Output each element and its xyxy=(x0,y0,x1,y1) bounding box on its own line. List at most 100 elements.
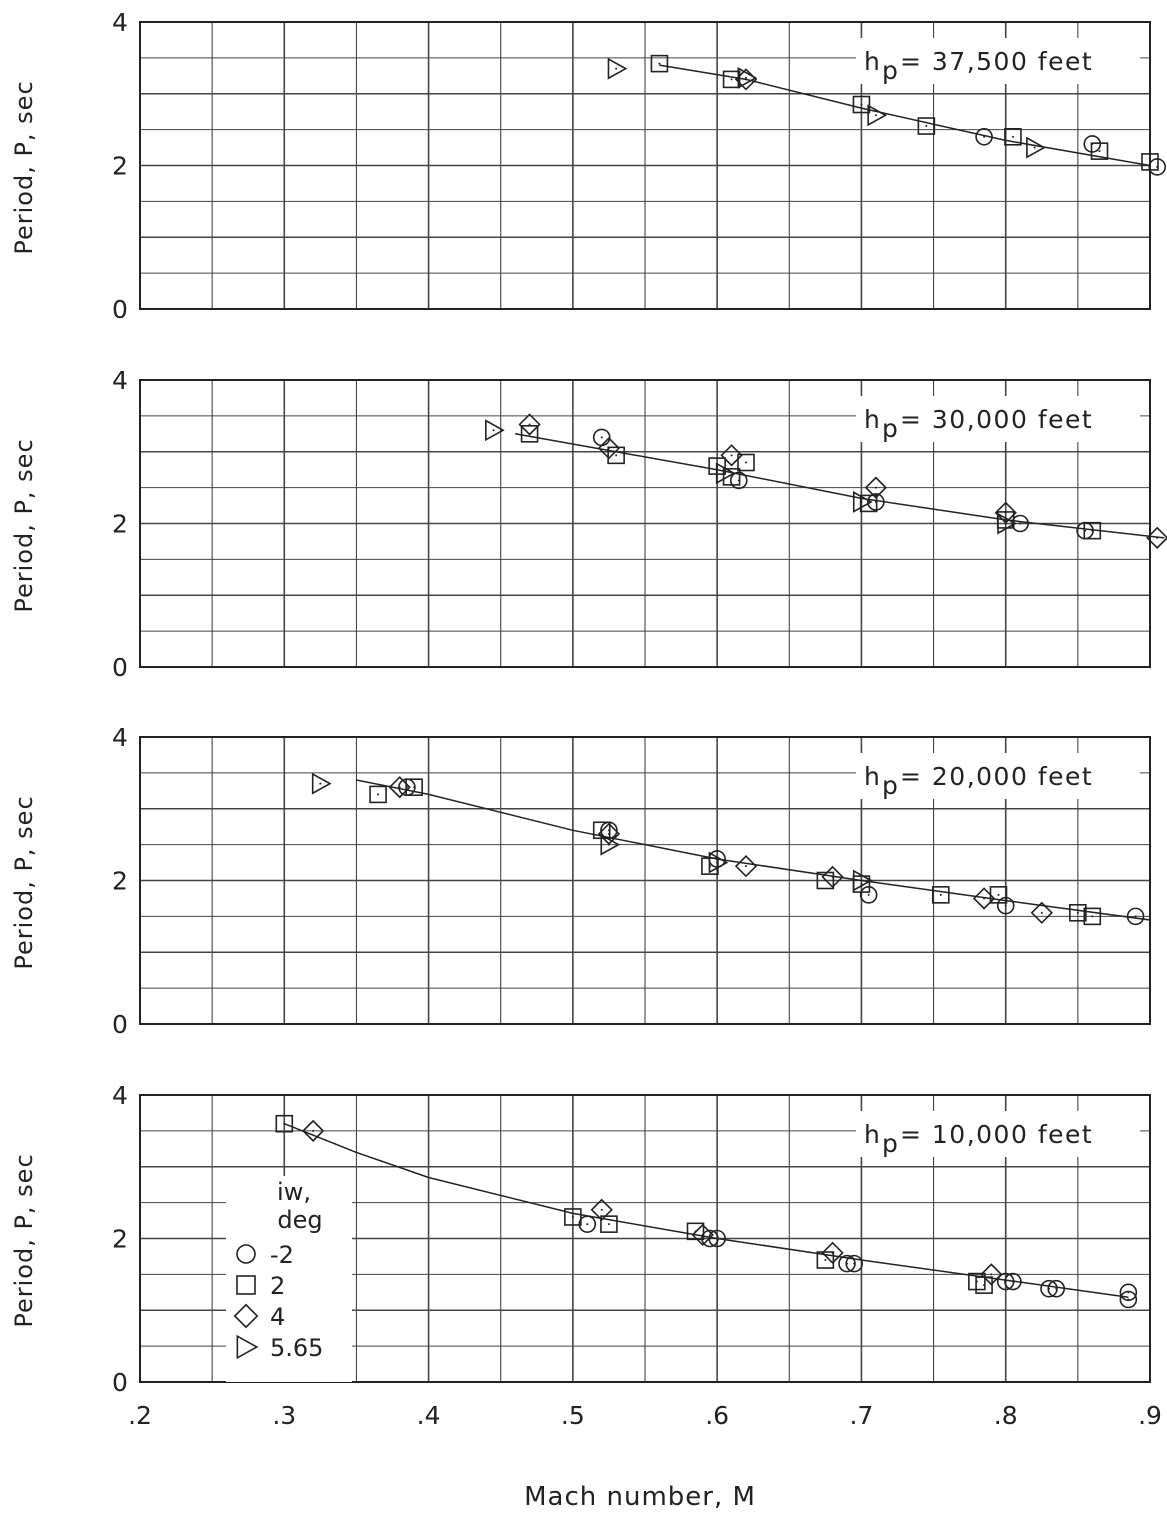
y-tick-label: 2 xyxy=(112,867,128,896)
data-point-center xyxy=(730,78,733,81)
data-point-center xyxy=(312,1129,315,1132)
data-point-center xyxy=(528,423,531,426)
data-point-triangle-right xyxy=(737,67,758,89)
data-point-circle xyxy=(996,896,1015,915)
data-point-triangle-right xyxy=(607,57,628,80)
legend-marker-square xyxy=(236,1275,256,1295)
x-tick-label: .3 xyxy=(272,1401,296,1430)
data-point-diamond xyxy=(302,1119,325,1143)
legend-label: 4 xyxy=(270,1303,285,1331)
data-point-center xyxy=(658,62,661,65)
data-point-center xyxy=(413,786,416,789)
data-point-triangle-right xyxy=(600,833,621,856)
data-point-circle xyxy=(1047,1279,1066,1298)
data-point-circle xyxy=(845,1254,864,1273)
data-point-center xyxy=(1091,529,1094,532)
data-point-center xyxy=(997,893,1000,896)
data-point-center xyxy=(867,893,870,896)
fairing-curve xyxy=(659,64,1151,167)
y-tick-label: 2 xyxy=(112,510,128,539)
data-point-square xyxy=(816,1251,835,1269)
data-point-circle xyxy=(1119,1290,1138,1309)
legend-title: deg xyxy=(277,1206,322,1234)
data-point-center xyxy=(377,793,380,796)
legend-label: 5.65 xyxy=(270,1334,323,1362)
legend-label: 2 xyxy=(270,1272,285,1300)
data-point-square xyxy=(607,446,625,465)
data-point-square xyxy=(1069,903,1087,922)
data-point-square xyxy=(917,117,936,135)
data-point-square xyxy=(600,1215,618,1233)
chart-panel: 4 2 0 Period, P, sec h p = 10,000 feet .2 .3 .4 .5… xyxy=(10,1081,1162,1430)
data-point-square xyxy=(650,54,669,73)
panel-label-subscript: p xyxy=(882,771,899,800)
data-point-center xyxy=(990,1273,993,1276)
data-point-center xyxy=(824,1259,827,1262)
data-point-center xyxy=(745,865,747,868)
data-point-square xyxy=(1090,142,1109,160)
data-point-triangle-right xyxy=(485,419,505,442)
panel-altitude-label: h p = 37,500 feet xyxy=(856,38,1140,85)
data-point-circle xyxy=(1004,1272,1022,1291)
panel-label-background xyxy=(856,396,1140,442)
data-point-center xyxy=(1040,911,1043,914)
data-point-center xyxy=(1098,150,1101,153)
data-point-center xyxy=(600,436,603,439)
panel-label-h: h xyxy=(864,405,881,434)
fairing-curve xyxy=(356,779,1151,921)
panel-label-background xyxy=(856,753,1140,799)
data-point-square xyxy=(737,453,755,472)
x-tick-label: .8 xyxy=(994,1401,1018,1430)
panel-label-h: h xyxy=(864,47,881,76)
data-point-center xyxy=(615,454,618,457)
data-point-center xyxy=(983,1284,986,1287)
data-point-center xyxy=(283,1122,286,1125)
data-point-center xyxy=(600,1208,603,1211)
data-point-center xyxy=(860,103,863,106)
data-point-center xyxy=(745,76,747,79)
panel-altitude-label: h p = 30,000 feet xyxy=(856,396,1140,443)
data-point-circle xyxy=(729,471,748,490)
y-tick-label: 0 xyxy=(112,1010,128,1039)
data-point-center xyxy=(925,125,928,128)
x-tick-label: .5 xyxy=(561,1401,585,1430)
panel-altitude-label: h p = 10,000 feet xyxy=(856,1111,1140,1158)
y-tick-label: 0 xyxy=(112,653,128,682)
data-point-center xyxy=(874,500,877,503)
data-point-center xyxy=(745,78,747,81)
data-point-center xyxy=(1076,911,1079,914)
data-point-square xyxy=(564,1208,582,1226)
data-point-center xyxy=(983,135,986,138)
legend-label: -2 xyxy=(270,1241,294,1269)
y-tick-label: 4 xyxy=(112,723,128,752)
data-point-center xyxy=(730,454,733,457)
panel-label-subscript: p xyxy=(882,1129,899,1158)
data-point-center xyxy=(1134,915,1137,918)
data-point-center xyxy=(1156,536,1159,539)
data-point-center xyxy=(319,782,322,785)
data-point-square xyxy=(931,886,950,904)
chart-panel: 4 2 0 Period, P, sec h p = 20,000 feet xyxy=(10,723,1151,1039)
y-tick-label: 0 xyxy=(112,1368,128,1397)
legend: iw,deg -2 2 4 5.65 xyxy=(226,1176,352,1382)
data-point-circle xyxy=(708,1229,726,1248)
x-axis-title: Mach number, M xyxy=(524,1482,756,1512)
x-tick-label: .7 xyxy=(849,1401,873,1430)
data-point-center xyxy=(1091,915,1094,918)
x-tick-label: .4 xyxy=(417,1401,441,1430)
y-axis-title: Period, P, sec xyxy=(10,795,38,969)
legend-background xyxy=(226,1176,352,1382)
legend-marker-circle xyxy=(236,1244,256,1264)
panel-label-altitude: = 37,500 feet xyxy=(900,47,1093,76)
data-point-circle xyxy=(1126,907,1145,926)
data-point-square xyxy=(405,778,423,797)
data-point-center xyxy=(586,1223,589,1226)
data-point-center xyxy=(1019,522,1022,525)
data-point-square xyxy=(859,494,878,513)
panel-altitude-label: h p = 20,000 feet xyxy=(856,753,1140,800)
data-point-square xyxy=(1083,907,1102,926)
data-point-center xyxy=(528,432,531,435)
legend-title: iw, xyxy=(277,1178,311,1206)
data-point-center xyxy=(716,857,719,860)
